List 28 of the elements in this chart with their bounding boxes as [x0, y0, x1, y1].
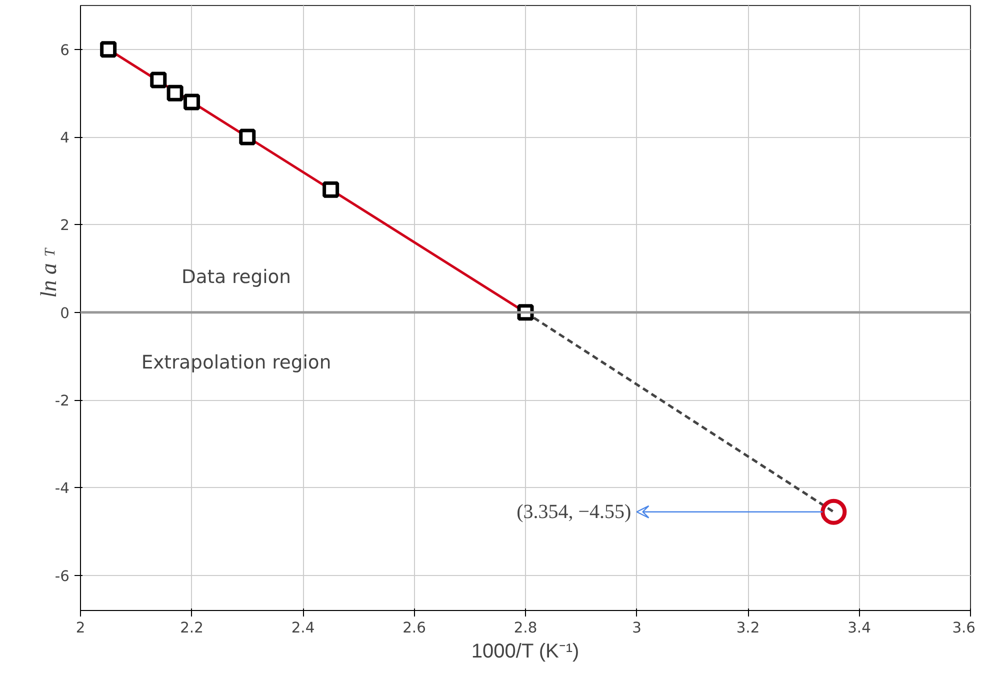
annotation: Data region	[182, 266, 291, 288]
x-tick-label: 2.4	[291, 620, 315, 636]
point	[100, 41, 117, 58]
point	[150, 72, 167, 88]
point	[166, 84, 184, 102]
y-tick-label: 0	[60, 304, 70, 322]
y-tick-label: 6	[60, 42, 70, 59]
x-tick-label: 2.2	[180, 620, 204, 636]
y-tick-label: 4	[60, 130, 70, 147]
x-tick-label: 3.4	[848, 620, 871, 636]
x-axis-title: 1000/T (K⁻¹)	[471, 640, 580, 662]
point	[322, 181, 340, 198]
point	[820, 498, 847, 525]
y-tick-label: -4	[54, 480, 70, 498]
x-tick-label: 3	[632, 620, 642, 636]
x-tick-label: 3.2	[736, 620, 760, 636]
y-tick-label: -2	[54, 392, 70, 410]
y-tick-label: -6	[54, 568, 70, 585]
x-tick-label: 2	[76, 620, 86, 636]
point	[239, 128, 256, 146]
y-tick-label: 2	[60, 217, 70, 234]
x-tick-label: 3.6	[952, 620, 976, 636]
x-tick-label: 2.6	[402, 620, 426, 636]
y-axis-title: ln aT	[36, 246, 61, 298]
x-tick-label: 2.8	[514, 620, 538, 636]
point	[184, 94, 200, 110]
annotation: (3.354, −4.55)	[516, 500, 632, 523]
annotation: Extrapolation region	[141, 352, 332, 374]
